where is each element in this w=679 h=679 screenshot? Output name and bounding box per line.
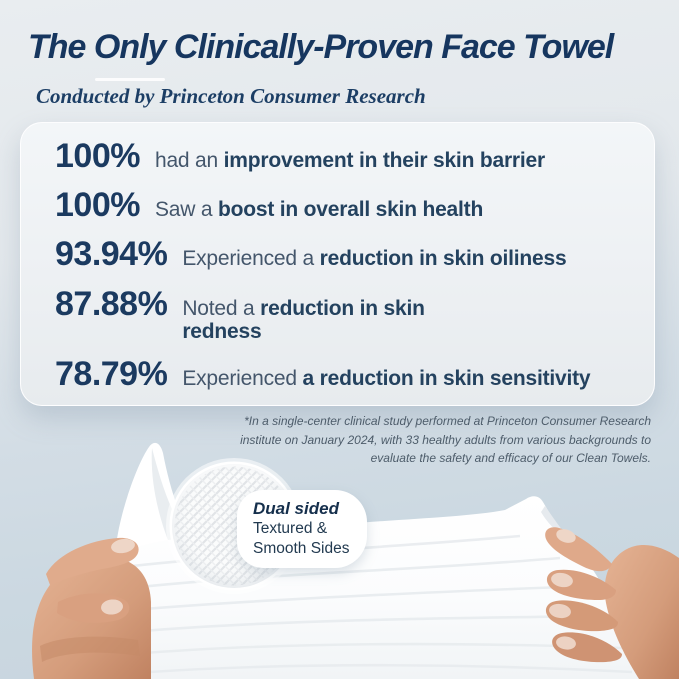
fingernail <box>111 538 135 554</box>
page-title: The Only Clinically-Proven Face Towel <box>28 28 614 66</box>
stat-description: Noted a reduction in skin redness <box>182 297 494 344</box>
stat-row-skin-oiliness: 93.94% Experienced a reduction in skin o… <box>55 237 628 273</box>
stat-description-prefix: had an <box>154 149 224 172</box>
page-subtitle: Conducted by Princeton Consumer Research <box>36 84 426 108</box>
badge-line: Smooth Sides <box>253 539 350 557</box>
stat-description-bold: boost in overall skin health <box>217 198 484 222</box>
title-underline-decoration <box>95 78 165 81</box>
stat-description-prefix: Saw a <box>154 198 218 222</box>
footnote-line: *In a single-center clinical study perfo… <box>244 414 651 428</box>
stat-description: Saw a boost in overall skin health <box>155 198 483 222</box>
stat-value: 100% <box>55 137 140 175</box>
stat-description: had an improvement in their skin barrier <box>155 149 545 173</box>
fingernail <box>549 603 571 619</box>
stat-description-bold: reduction in skin redness <box>182 296 425 344</box>
stat-value: 93.94% <box>55 235 168 274</box>
dual-sided-badge: Dual sided Textured & Smooth Sides <box>237 490 367 569</box>
badge-title: Dual sided <box>253 499 339 518</box>
stat-row-skin-sensitivity: 78.79% Experienced a reduction in skin s… <box>55 357 628 393</box>
stat-value: 78.79% <box>55 355 168 394</box>
stat-description-bold: a reduction in skin sensitivity <box>302 367 591 391</box>
footnote-line: evaluate the safety and efficacy of our … <box>370 451 651 466</box>
stat-description-prefix: Experienced a <box>182 247 320 271</box>
clinical-stats-card: 100% had an improvement in their skin ba… <box>20 122 655 406</box>
stat-description-prefix: Noted a <box>182 296 261 320</box>
stat-row-skin-health: 100% Saw a boost in overall skin health <box>55 188 628 224</box>
left-hand <box>32 537 151 679</box>
fingernail <box>551 572 573 588</box>
stat-row-skin-redness: 87.88% Noted a reduction in skin redness <box>55 284 628 344</box>
fingernail <box>101 599 123 615</box>
towel-photo-scene: Dual sided Textured & Smooth Sides <box>0 440 679 679</box>
study-footnote: *In a single-center clinical study perfo… <box>191 412 651 468</box>
right-hand <box>545 527 679 679</box>
stat-row-skin-barrier: 100% had an improvement in their skin ba… <box>55 137 628 175</box>
stat-value: 100% <box>55 186 140 225</box>
stat-description-bold: reduction in skin oiliness <box>319 247 567 271</box>
stat-description: Experienced a reduction in skin oiliness <box>182 247 566 271</box>
stat-value: 87.88% <box>55 284 168 323</box>
stat-description: Experienced a reduction in skin sensitiv… <box>182 367 590 391</box>
fingernail <box>556 636 576 650</box>
footnote-line: institute on January 2024, with 33 healt… <box>240 432 651 447</box>
badge-line: Textured & <box>253 520 328 538</box>
stat-description-bold: improvement in their skin barrier <box>223 149 546 172</box>
stat-description-prefix: Experienced <box>182 367 303 391</box>
fingernail <box>556 529 576 543</box>
